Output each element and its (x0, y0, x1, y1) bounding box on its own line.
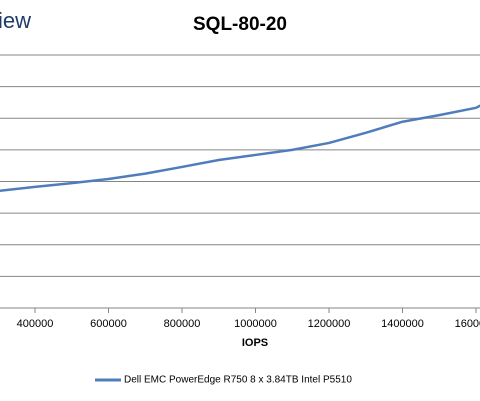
chart-title: SQL-80-20 (193, 14, 287, 35)
x-tick-label: 1400000 (381, 318, 424, 330)
data-line (0, 104, 480, 193)
x-tick-label: 800000 (164, 318, 201, 330)
x-tick-label: 400000 (17, 318, 54, 330)
x-axis-label: IOPS (242, 337, 268, 349)
legend-label: Dell EMC PowerEdge R750 8 x 3.84TB Intel… (124, 375, 352, 386)
x-tick-label: 1200000 (308, 318, 351, 330)
x-tick-label: 600000 (90, 318, 127, 330)
x-tick-label: 1000000 (234, 318, 277, 330)
logo: StorageReview (0, 8, 31, 33)
x-tick-label: 1600000 (455, 318, 480, 330)
